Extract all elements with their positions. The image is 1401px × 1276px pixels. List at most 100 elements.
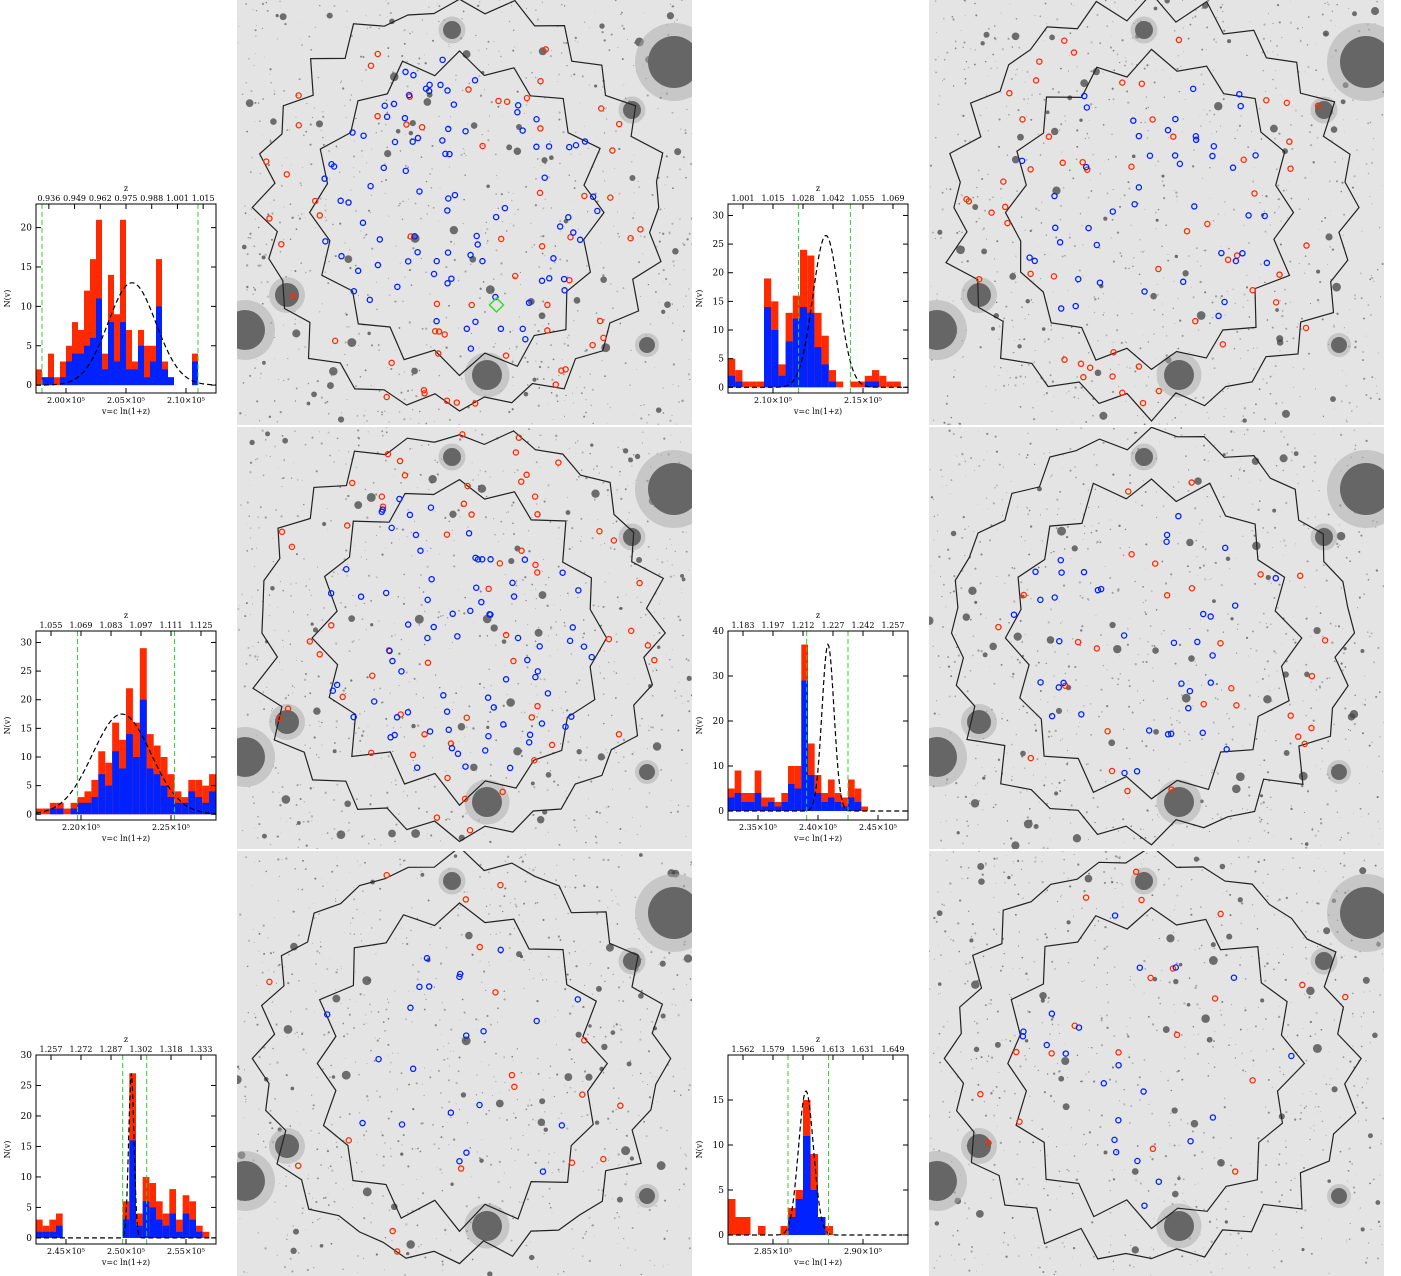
blue-member-marker: [501, 204, 509, 212]
blue-member-marker: [1199, 610, 1207, 618]
red-member-marker: [538, 243, 546, 250]
blue-member-marker: [380, 164, 388, 172]
top-tick-label-5-2: 1.287: [100, 1045, 123, 1054]
bar-2-s0-14: [828, 370, 836, 388]
bar-2-s1-9: [792, 318, 800, 388]
bar-5-s0-15: [136, 1213, 143, 1238]
red-member-marker: [1125, 488, 1132, 495]
blue-member-marker: [1261, 212, 1269, 220]
bar-2-s0-22: [886, 381, 894, 388]
blue-member-marker: [382, 589, 390, 597]
bar-2-s1-12: [814, 347, 822, 388]
blue-member-marker: [1215, 312, 1222, 320]
bar-1-s0-15: [126, 330, 132, 386]
top-tick-label-6-1: 1.579: [762, 1045, 785, 1054]
red-member-marker: [517, 478, 525, 485]
red-member-marker: [367, 62, 375, 69]
bar-1-s0-2: [48, 353, 54, 386]
red-member-marker: [531, 757, 538, 764]
sky-image-4: [929, 427, 1384, 849]
red-member-marker: [1287, 712, 1294, 719]
top-tick-label-3-0: 1.055: [40, 621, 63, 630]
blue-member-marker: [448, 744, 456, 752]
y-axis-title-4: N(v): [695, 717, 704, 735]
y-tick-label-1-0: 0: [26, 381, 32, 391]
y-tick-label-5-3: 15: [21, 1142, 33, 1152]
bar-2-s0-3: [749, 381, 757, 388]
blue-member-marker: [462, 1032, 470, 1039]
blue-member-marker: [1057, 305, 1065, 312]
blue-member-marker: [417, 547, 424, 554]
bar-1-s0-18: [144, 345, 150, 386]
blue-member-marker: [424, 596, 431, 604]
blue-member-marker: [375, 1055, 382, 1063]
blue-member-marker: [471, 77, 479, 84]
bar-2-s1-13: [821, 364, 829, 388]
bar-6-s1-10: [803, 1136, 811, 1235]
x-axis-title-4: v=c ln(1+z): [793, 834, 842, 843]
red-member-marker: [1211, 995, 1219, 1002]
bar-2-s0-15: [836, 381, 844, 388]
blue-member-marker: [533, 1017, 540, 1025]
blue-member-marker: [366, 296, 374, 304]
x-tick-label-3-1: 2.25×10⁵: [152, 823, 190, 832]
blue-member-marker: [1060, 679, 1067, 687]
blue-member-marker: [1051, 594, 1058, 601]
blue-member-marker: [439, 137, 446, 144]
blue-member-marker: [1155, 1178, 1163, 1185]
x-tick-label-1-2: 2.10×10⁵: [167, 396, 205, 405]
blue-member-marker: [350, 713, 357, 721]
red-member-marker: [289, 293, 297, 300]
blue-member-marker: [541, 174, 548, 181]
bar-4-s0-5: [761, 797, 768, 811]
red-member-marker: [1233, 702, 1240, 709]
blue-member-marker: [424, 634, 431, 642]
bar-3-s0-5: [70, 802, 78, 815]
star-field-5: [237, 853, 692, 1276]
bar-3-s1-6: [77, 802, 85, 815]
blue-member-marker: [388, 524, 395, 532]
y-tick-label-6-0: 0: [718, 1231, 724, 1241]
blue-member-marker: [359, 1119, 366, 1127]
top-tick-label-4-2: 1.212: [792, 621, 815, 630]
top-tick-label-1-0: 0.936: [37, 194, 60, 203]
red-member-marker: [581, 192, 588, 200]
blue-member-marker: [1163, 538, 1170, 545]
blue-member-marker: [478, 598, 485, 606]
blue-member-marker: [401, 114, 409, 122]
red-member-marker: [636, 579, 643, 587]
blue-member-marker: [1209, 652, 1216, 659]
x-axis-title-6: v=c ln(1+z): [793, 1258, 842, 1267]
red-member-marker: [468, 301, 476, 309]
red-member-marker: [567, 234, 574, 241]
blue-member-marker: [1056, 239, 1064, 246]
blue-member-marker: [349, 129, 356, 136]
bright-stars-1: [237, 16, 692, 398]
y-tick-label-2-3: 15: [713, 297, 725, 307]
blue-member-marker: [1163, 531, 1171, 539]
bar-1-s0-3: [54, 377, 60, 386]
blue-member-marker: [1112, 1148, 1120, 1156]
red-member-marker: [311, 197, 319, 205]
blue-member-marker: [1164, 126, 1172, 134]
red-member-marker: [1204, 220, 1211, 228]
bar-4-s0-19: [854, 788, 862, 811]
bar-5-s0-1: [42, 1225, 50, 1238]
bar-1-s1-10: [96, 298, 102, 386]
bar-4-s1-19: [854, 802, 862, 811]
bar-5-s1-23: [189, 1219, 196, 1238]
bar-1-s0-0: [36, 369, 42, 386]
blue-member-marker: [463, 325, 471, 333]
blue-member-marker: [514, 634, 522, 642]
red-member-marker: [433, 300, 441, 308]
bar-3-s1-22: [188, 791, 196, 815]
blue-member-marker: [394, 283, 401, 291]
bar-6-s0-0: [728, 1199, 736, 1235]
y-tick-label-4-4: 40: [713, 627, 725, 637]
blue-member-marker: [456, 1157, 463, 1165]
image-background-1: [237, 0, 692, 425]
red-member-marker: [389, 1227, 396, 1235]
y-tick-label-5-0: 0: [26, 1234, 32, 1244]
bar-3-s0-4: [63, 808, 71, 815]
red-member-marker: [1082, 894, 1090, 901]
